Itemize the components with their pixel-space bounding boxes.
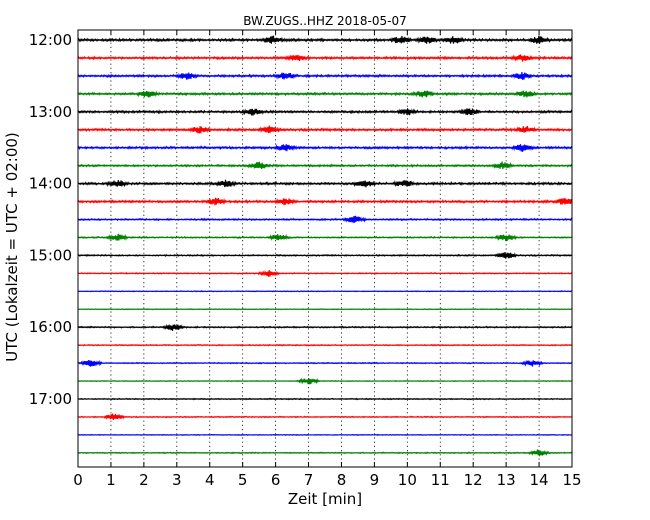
x-tick-label: 14 <box>530 471 549 489</box>
trace-line <box>77 359 573 367</box>
trace-line <box>77 252 573 259</box>
x-tick-label: 15 <box>562 471 581 489</box>
trace-line <box>77 413 573 421</box>
trace-line <box>77 377 573 385</box>
x-tick-label: 4 <box>205 471 215 489</box>
x-tick-label: 8 <box>337 471 347 489</box>
trace-layer <box>77 35 573 457</box>
trace-line <box>77 397 573 401</box>
y-tick-label: 16:00 <box>29 318 72 336</box>
x-tick-label: 2 <box>139 471 149 489</box>
y-tick-label: 14:00 <box>29 175 72 193</box>
trace-line <box>77 290 573 293</box>
trace-line <box>77 215 573 223</box>
trace-line <box>77 233 573 242</box>
y-axis-label: UTC (Lokalzeit = UTC + 02:00) <box>3 132 21 362</box>
trace-line <box>77 308 573 311</box>
trace-line <box>77 161 573 170</box>
trace-line <box>77 433 573 437</box>
y-tick-label: 15:00 <box>29 246 72 264</box>
x-tick-label: 11 <box>431 471 450 489</box>
trace-line <box>77 90 573 98</box>
trace-line <box>77 71 573 80</box>
y-tick-label: 17:00 <box>29 390 72 408</box>
x-tick-label: 1 <box>106 471 116 489</box>
trace-line <box>77 449 573 457</box>
x-tick-label: 3 <box>172 471 182 489</box>
y-tick-label: 12:00 <box>29 31 72 49</box>
trace-line <box>77 197 573 206</box>
x-tick-label: 6 <box>271 471 281 489</box>
chart-title: BW.ZUGS..HHZ 2018-05-07 <box>243 14 406 28</box>
x-tick-label: 10 <box>398 471 417 489</box>
x-tick-label: 13 <box>497 471 516 489</box>
trace-line <box>77 343 573 347</box>
x-tick-label: 5 <box>238 471 248 489</box>
trace-line <box>77 125 573 134</box>
trace-line <box>77 323 573 331</box>
trace-line <box>77 269 573 277</box>
x-tick-label: 0 <box>73 471 83 489</box>
plot-frame <box>77 29 573 468</box>
x-tick-label: 7 <box>304 471 314 489</box>
x-tick-label: 9 <box>370 471 380 489</box>
trace-line <box>77 35 573 44</box>
grid-layer <box>110 30 540 467</box>
y-tick-label: 13:00 <box>29 103 72 121</box>
trace-line <box>77 143 573 152</box>
trace-line <box>77 179 573 188</box>
trace-line <box>77 54 573 62</box>
x-tick-label: 12 <box>464 471 483 489</box>
trace-line <box>77 108 573 116</box>
tick-layer: 0 1 2 3 4 5 6 7 8 9 10 11 12 13 14 1512:0013:0014:0015:… <box>29 30 582 489</box>
x-axis-label: Zeit [min] <box>288 490 362 508</box>
